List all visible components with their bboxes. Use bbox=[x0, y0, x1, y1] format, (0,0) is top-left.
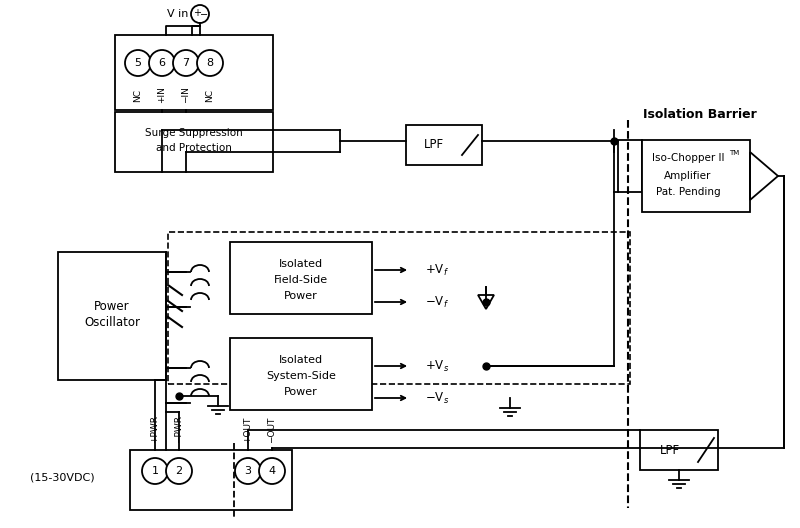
Text: 3: 3 bbox=[245, 466, 251, 476]
Text: Iso-Chopper II: Iso-Chopper II bbox=[652, 153, 724, 163]
Circle shape bbox=[166, 458, 192, 484]
Bar bbox=[115, 35, 273, 110]
Text: System-Side: System-Side bbox=[266, 371, 336, 381]
Circle shape bbox=[142, 458, 168, 484]
Text: Oscillator: Oscillator bbox=[84, 316, 140, 329]
Text: LPF: LPF bbox=[660, 444, 680, 457]
Text: 5: 5 bbox=[134, 58, 142, 68]
Text: 6: 6 bbox=[158, 58, 166, 68]
Text: −PWR: −PWR bbox=[174, 415, 183, 443]
Text: Surge Suppression: Surge Suppression bbox=[145, 128, 243, 138]
Text: and Protection: and Protection bbox=[156, 143, 232, 153]
Text: V in: V in bbox=[167, 9, 189, 19]
Text: Power: Power bbox=[284, 387, 318, 397]
Circle shape bbox=[173, 50, 199, 76]
Bar bbox=[130, 450, 292, 510]
Bar bbox=[642, 140, 750, 212]
Text: Isolated: Isolated bbox=[279, 355, 323, 365]
Text: LPF: LPF bbox=[424, 138, 444, 152]
Text: −V$_s$: −V$_s$ bbox=[425, 390, 449, 406]
Text: 4: 4 bbox=[269, 466, 275, 476]
Bar bbox=[58, 252, 166, 380]
Circle shape bbox=[125, 50, 151, 76]
Circle shape bbox=[259, 458, 285, 484]
Circle shape bbox=[197, 50, 223, 76]
Text: Pat. Pending: Pat. Pending bbox=[656, 187, 720, 197]
Text: +V$_s$: +V$_s$ bbox=[425, 359, 449, 373]
Bar bbox=[230, 338, 372, 410]
Bar bbox=[115, 112, 273, 172]
Bar bbox=[168, 232, 630, 384]
Text: 2: 2 bbox=[175, 466, 182, 476]
Bar bbox=[230, 242, 372, 314]
Text: TM: TM bbox=[729, 150, 739, 156]
Bar bbox=[640, 430, 718, 470]
Text: Amplifier: Amplifier bbox=[664, 171, 712, 181]
Circle shape bbox=[149, 50, 175, 76]
Text: NC: NC bbox=[206, 89, 214, 101]
Text: 1: 1 bbox=[151, 466, 158, 476]
Text: 7: 7 bbox=[182, 58, 190, 68]
Text: Field-Side: Field-Side bbox=[274, 275, 328, 285]
Text: Isolation Barrier: Isolation Barrier bbox=[643, 108, 757, 121]
Text: +V$_f$: +V$_f$ bbox=[425, 262, 449, 278]
Circle shape bbox=[235, 458, 261, 484]
Text: −IN: −IN bbox=[182, 87, 190, 103]
Text: −: − bbox=[200, 10, 208, 20]
Text: (15-30VDC): (15-30VDC) bbox=[30, 473, 94, 483]
Text: +OUT: +OUT bbox=[243, 417, 253, 443]
Bar bbox=[618, 140, 642, 192]
Text: −OUT: −OUT bbox=[267, 417, 277, 443]
Text: Isolated: Isolated bbox=[279, 259, 323, 269]
Text: NC: NC bbox=[134, 89, 142, 101]
Text: Power: Power bbox=[284, 291, 318, 301]
Text: +: + bbox=[193, 8, 201, 18]
Circle shape bbox=[191, 5, 209, 23]
Text: +PWR: +PWR bbox=[150, 415, 159, 443]
Text: 8: 8 bbox=[206, 58, 214, 68]
Text: −V$_f$: −V$_f$ bbox=[425, 295, 449, 309]
Bar bbox=[406, 125, 482, 165]
Text: +IN: +IN bbox=[158, 87, 166, 103]
Text: Power: Power bbox=[94, 300, 130, 314]
